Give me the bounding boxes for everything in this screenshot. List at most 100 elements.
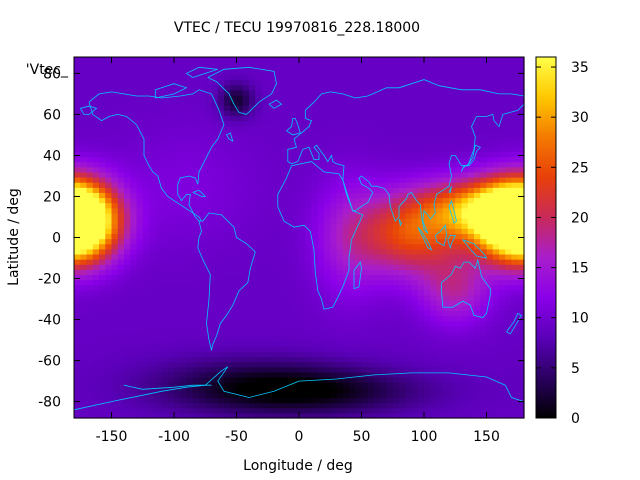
heatmap-cell [486,382,494,388]
heatmap-cell [230,341,238,347]
heatmap-cell [161,248,169,255]
heatmap-cell [299,100,306,106]
heatmap-cell [92,100,100,106]
heatmap-cell [86,130,94,137]
heatmap-cell [224,207,231,214]
heatmap-cell [361,141,369,147]
heatmap-cell [505,187,513,193]
heatmap-cell [211,151,219,158]
heatmap-cell [142,166,150,173]
heatmap-cell [455,376,463,383]
heatmap-cell [92,382,100,388]
heatmap-cell [517,361,525,368]
heatmap-cell [355,264,363,270]
heatmap-cell [92,192,100,199]
heatmap-cell [174,120,181,127]
heatmap-cell [99,341,106,347]
heatmap-cell [299,105,306,111]
heatmap-cell [517,330,525,337]
heatmap-cell [411,110,419,117]
heatmap-cell [124,187,131,193]
heatmap-cell [174,397,181,404]
heatmap-cell [117,253,125,260]
heatmap-cell [374,356,381,363]
heatmap-cell [411,120,419,127]
heatmap-cell [311,305,319,311]
heatmap-cell [317,387,325,393]
heatmap-cell [249,366,256,373]
heatmap-cell [424,74,431,81]
heatmap-cell [424,315,431,322]
heatmap-cell [111,79,119,86]
heatmap-cell [199,402,206,409]
heatmap-cell [336,64,344,70]
heatmap-cell [411,228,419,234]
heatmap-cell [224,59,231,65]
heatmap-cell [436,397,444,404]
heatmap-cell [411,223,419,229]
heatmap-cell [430,264,438,270]
heatmap-cell [180,402,188,409]
heatmap-cell [292,192,300,199]
heatmap-cell [386,120,394,127]
heatmap-cell [367,284,375,291]
heatmap-cell [424,310,431,317]
heatmap-cell [236,100,244,106]
heatmap-cell [424,79,431,86]
heatmap-cell [224,361,231,368]
heatmap-cell [161,253,169,260]
heatmap-cell [186,115,194,122]
heatmap-cell [405,89,413,96]
heatmap-cell [386,376,394,383]
heatmap-cell [155,325,163,332]
heatmap-cell [117,89,125,96]
heatmap-cell [149,248,156,255]
heatmap-cell [442,243,450,250]
heatmap-cell [292,346,300,352]
heatmap-cell [99,197,106,204]
heatmap-cell [511,341,519,347]
heatmap-cell [505,259,513,265]
heatmap-cell [186,212,194,219]
heatmap-cell [361,366,369,373]
heatmap-cell [161,305,169,311]
heatmap-cell [192,294,200,301]
heatmap-cell [461,192,469,199]
heatmap-cell [355,141,363,147]
heatmap-cell [392,341,400,347]
heatmap-cell [317,238,325,245]
heatmap-cell [442,125,450,132]
heatmap-cell [124,182,131,188]
heatmap-cell [286,259,294,265]
heatmap-cell [211,351,219,358]
heatmap-cell [174,387,181,393]
heatmap-cell [442,341,450,347]
heatmap-cell [349,74,356,81]
heatmap-cell [286,320,294,327]
heatmap-cell [311,330,319,337]
heatmap-cell [311,289,319,296]
heatmap-cell [361,294,369,301]
heatmap-cell [324,361,331,368]
heatmap-cell [261,135,269,142]
heatmap-cell [411,402,419,409]
heatmap-cell [374,284,381,291]
heatmap-cell [74,382,81,388]
heatmap-cell [355,315,363,322]
heatmap-cell [249,341,256,347]
heatmap-cell [374,84,381,91]
heatmap-cell [417,69,425,76]
heatmap-cell [124,325,131,332]
heatmap-cell [424,361,431,368]
heatmap-cell [261,120,269,127]
heatmap-cell [317,69,325,76]
heatmap-cell [442,207,450,214]
heatmap-cell [461,238,469,245]
heatmap-cell [86,248,94,255]
heatmap-cell [111,325,119,332]
heatmap-cell [474,397,481,404]
heatmap-cell [367,407,375,414]
heatmap-cell [455,223,463,229]
heatmap-cell [442,315,450,322]
heatmap-cell [167,233,175,240]
